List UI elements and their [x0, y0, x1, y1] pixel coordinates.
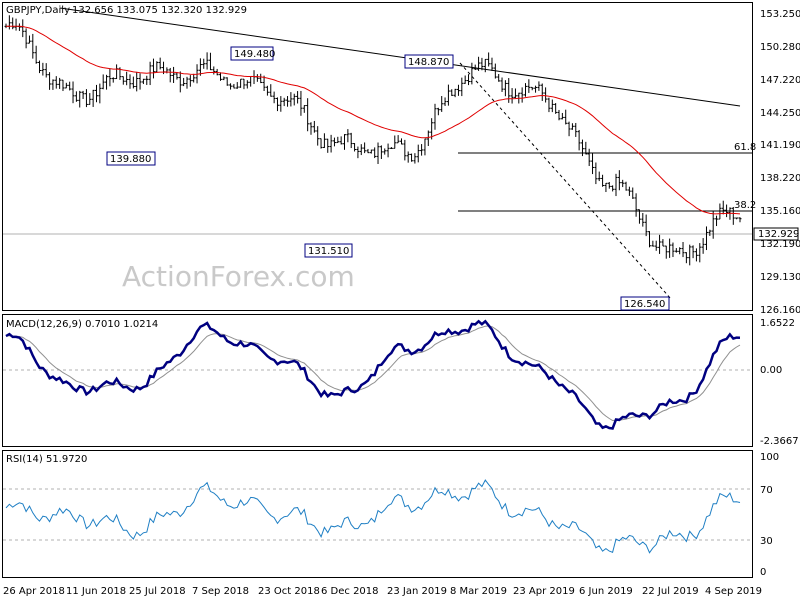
annotation-low3: 126.540	[620, 296, 670, 311]
date-tick: 4 Sep 2019	[705, 586, 762, 597]
moving-average-line	[5, 25, 741, 215]
symbol-label: GBPJPY,Daily	[6, 5, 70, 16]
svg-text:148.870: 148.870	[408, 57, 449, 68]
svg-text:149.480: 149.480	[234, 49, 275, 60]
ohlc-label: 132.656 133.075 132.320 132.929	[72, 5, 247, 16]
date-tick: 11 Jun 2018	[66, 586, 126, 597]
date-tick: 22 Jul 2019	[642, 586, 699, 597]
svg-text:131.510: 131.510	[308, 246, 349, 257]
price-tick: 141.190	[760, 140, 800, 151]
macd-tick: -2.3667	[760, 436, 799, 447]
price-tick: 126.160	[760, 305, 800, 316]
date-tick: 7 Sep 2018	[192, 586, 249, 597]
macd-panel	[2, 314, 753, 447]
price-tick: 129.130	[760, 272, 800, 283]
fib-projection-line	[459, 62, 673, 301]
date-tick: 23 Oct 2018	[258, 586, 320, 597]
price-tick: 153.250	[760, 9, 800, 20]
macd-label: MACD(12,26,9) 0.7010 1.0214	[6, 319, 158, 330]
macd-axis: 1.6522 0.00 -2.3667	[760, 318, 799, 447]
date-tick: 6 Dec 2018	[321, 586, 379, 597]
rsi-line	[5, 479, 741, 554]
fib-618-label: 61.8	[734, 142, 756, 153]
price-tick: 150.280	[760, 42, 800, 53]
date-axis: 26 Apr 2018 11 Jun 2018 25 Jul 2018 7 Se…	[3, 586, 762, 597]
rsi-tick: 0	[760, 567, 766, 578]
watermark: ActionForex.com	[122, 260, 355, 293]
rsi-label: RSI(14) 51.9720	[6, 454, 87, 465]
rsi-axis: 100 70 30 0	[760, 452, 779, 578]
rsi-tick: 30	[760, 536, 773, 547]
macd-signal-line	[5, 325, 741, 422]
date-tick: 26 Apr 2018	[3, 586, 65, 597]
price-tick: 132.190	[760, 239, 800, 250]
date-tick: 6 Jun 2019	[579, 586, 633, 597]
price-tick: 138.220	[760, 173, 800, 184]
rsi-panel	[2, 450, 753, 578]
price-tick: 147.220	[760, 75, 800, 86]
price-axis: 153.250 150.280 147.220 144.250 141.190 …	[753, 9, 800, 316]
date-tick: 8 Mar 2019	[450, 586, 507, 597]
price-tick: 144.250	[760, 108, 800, 119]
date-tick: 23 Apr 2019	[513, 586, 575, 597]
rsi-tick: 70	[760, 485, 773, 496]
annotation-peak1: 149.480	[230, 46, 275, 61]
current-price-box	[753, 227, 799, 241]
rsi-tick: 100	[760, 452, 779, 463]
date-tick: 23 Jan 2019	[387, 586, 447, 597]
macd-tick: 0.00	[760, 365, 782, 376]
fib-382-label: 38.2	[734, 200, 756, 211]
macd-tick: 1.6522	[760, 318, 795, 329]
price-panel	[2, 2, 753, 311]
macd-line	[5, 319, 741, 430]
svg-text:139.880: 139.880	[110, 154, 151, 165]
trend-line	[59, 7, 741, 107]
price-tick: 135.160	[760, 206, 800, 217]
annotation-low1: 139.880	[106, 151, 156, 166]
current-price-label: 132.929	[758, 229, 799, 240]
date-tick: 25 Jul 2018	[129, 586, 186, 597]
annotation-peak2: 148.870	[404, 54, 454, 69]
svg-text:126.540: 126.540	[624, 299, 665, 310]
annotation-low2: 131.510	[304, 243, 353, 258]
price-bars	[4, 15, 742, 266]
